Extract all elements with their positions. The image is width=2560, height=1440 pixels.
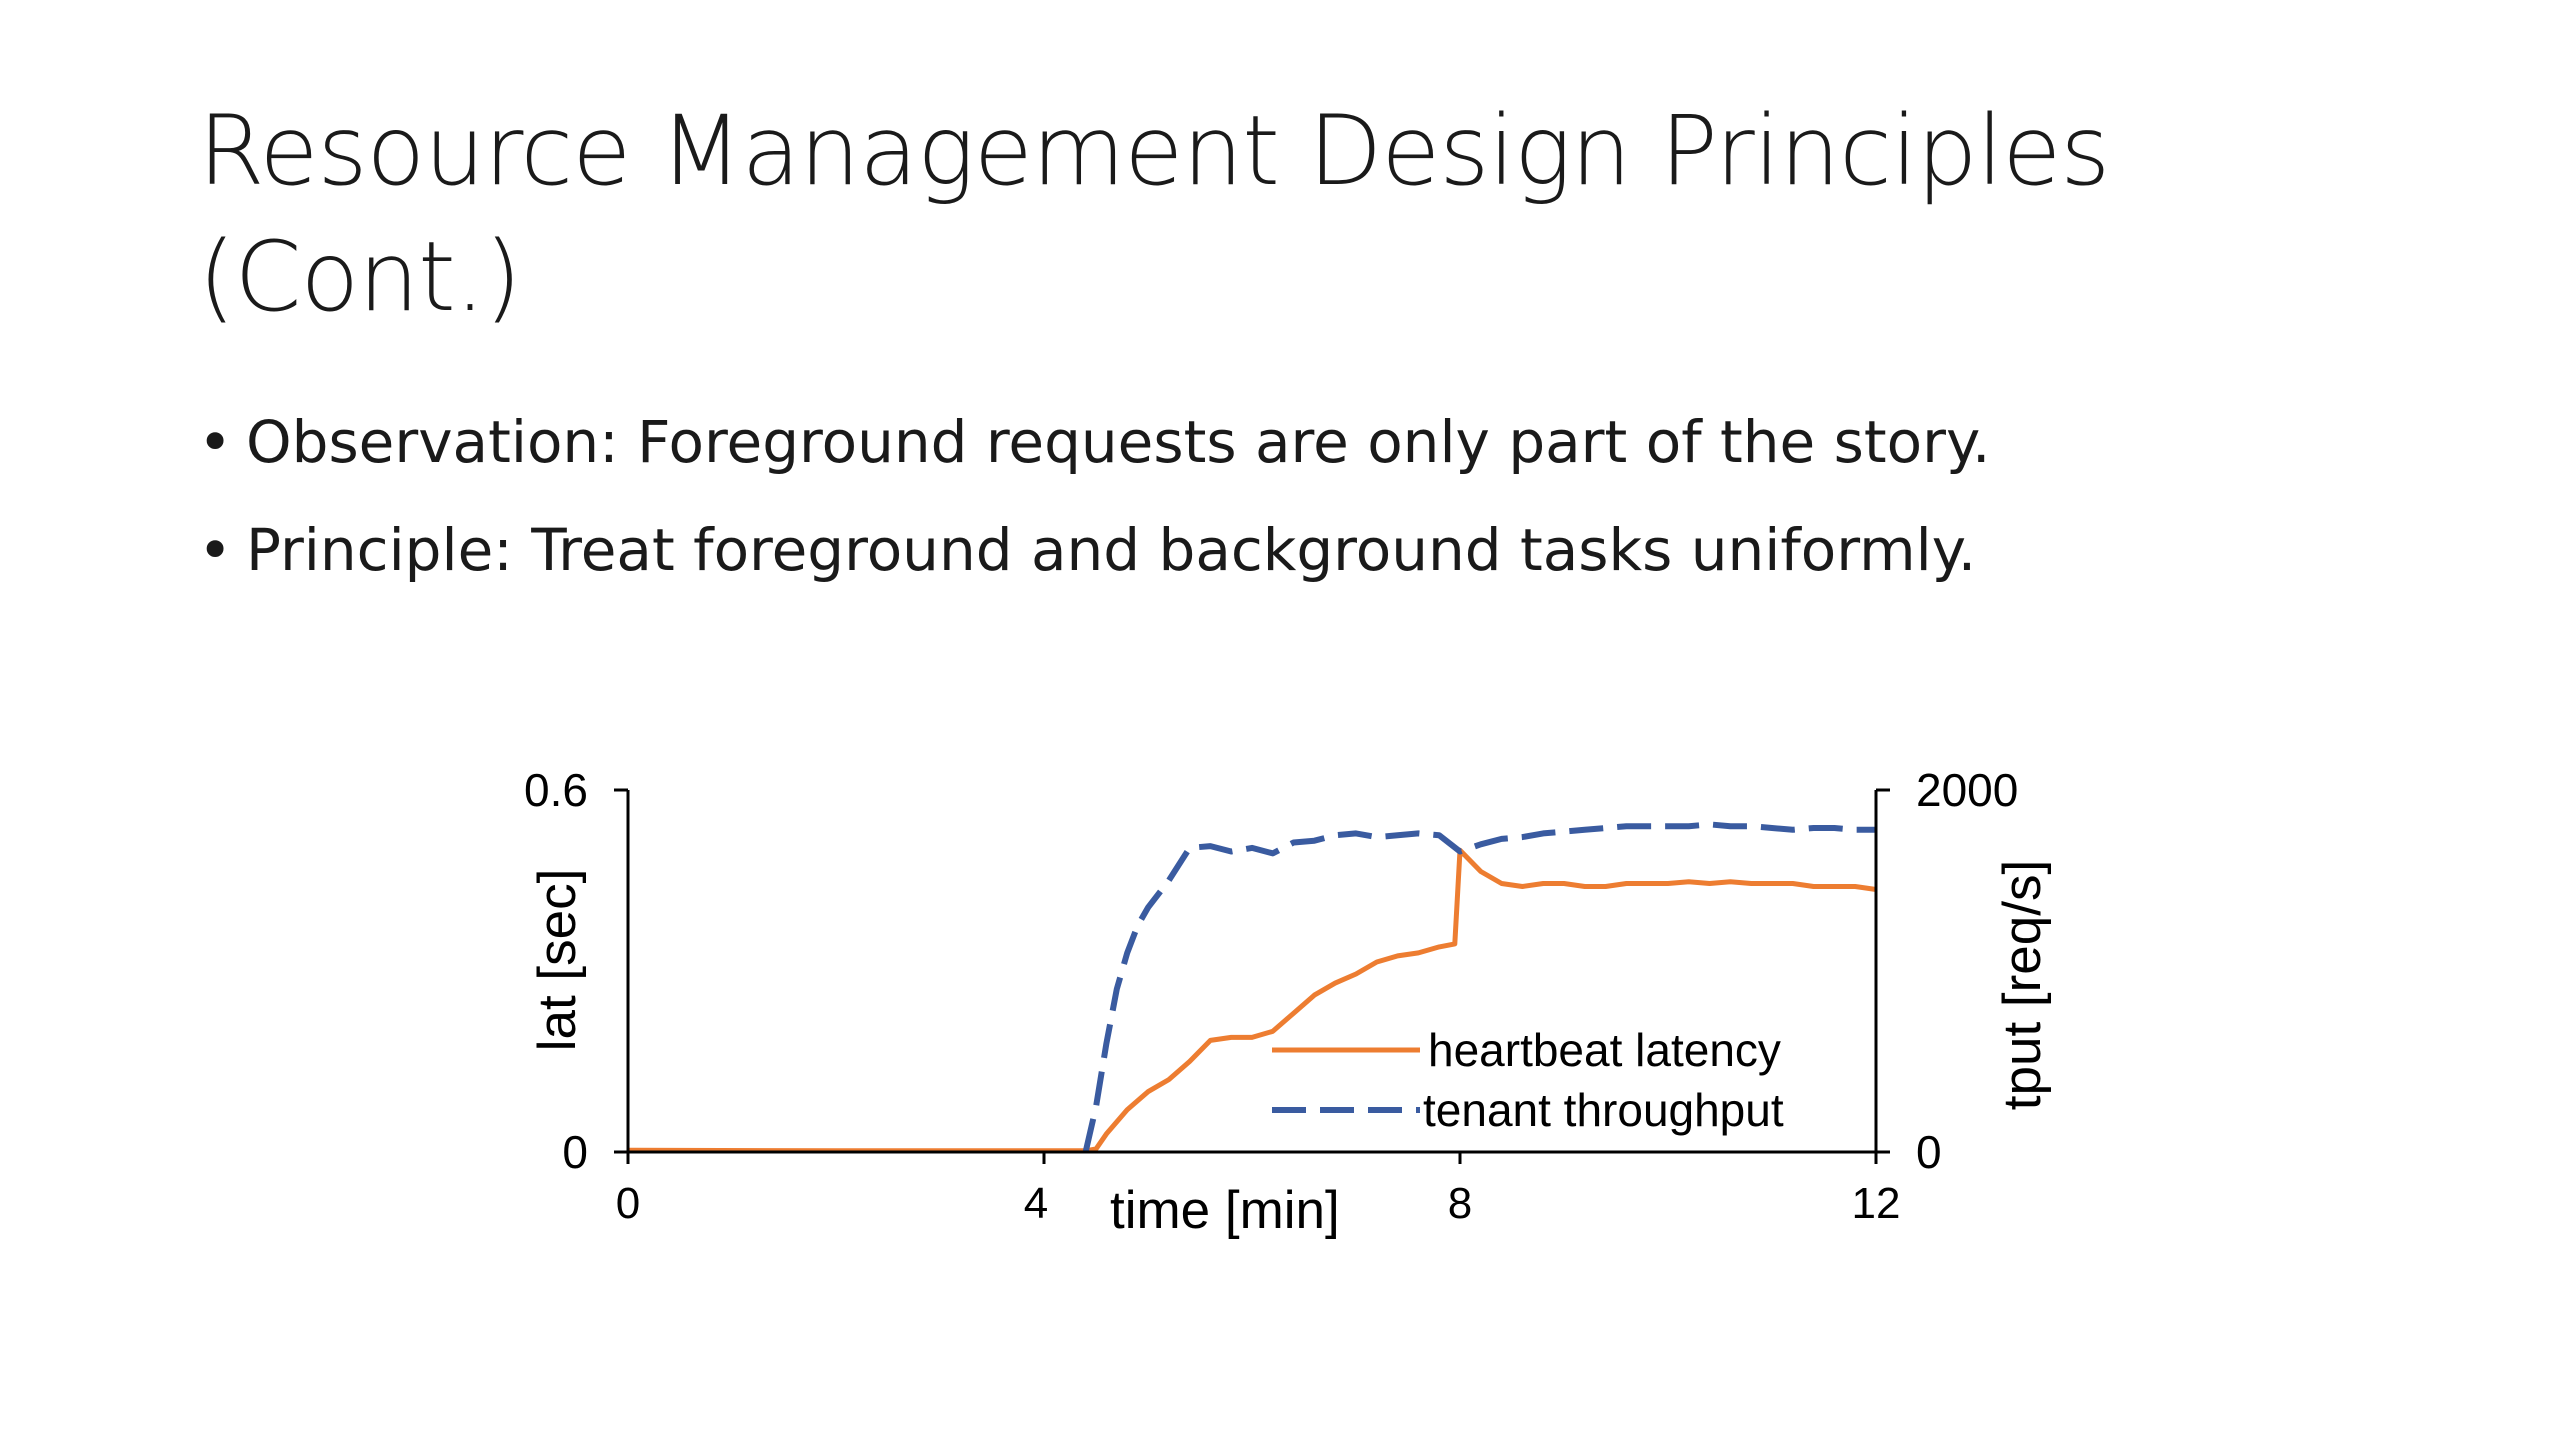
slide-title-line-2: (Cont.) xyxy=(198,221,522,333)
y-ticks: 0 0.6 0 2000 xyxy=(524,764,2018,1178)
right-y-tick-label: 2000 xyxy=(1916,764,2018,816)
bullet-principle: Principle: Treat foreground and backgrou… xyxy=(198,496,2398,604)
x-ticks: 0 4 8 12 xyxy=(616,1152,1901,1228)
bullet-list: Observation: Foreground requests are onl… xyxy=(198,388,2398,604)
right-y-tick-label: 0 xyxy=(1916,1126,1942,1178)
chart-legend: heartbeat latency tenant throughput xyxy=(1272,1024,1784,1136)
legend-label-tenant-throughput: tenant throughput xyxy=(1423,1084,1784,1136)
right-y-axis-label: tput [req/s] xyxy=(1993,860,2052,1110)
left-y-axis-label: lat [sec] xyxy=(528,869,587,1052)
x-tick-label: 4 xyxy=(1024,1179,1048,1228)
slide-title-line-1: Resource Management Design Principles xyxy=(198,95,2110,207)
series-line-tenant-throughput xyxy=(1082,821,1876,1153)
left-y-tick-label: 0.6 xyxy=(524,764,588,816)
slide-title: Resource Management Design Principles (C… xyxy=(198,88,2398,340)
legend-label-heartbeat-latency: heartbeat latency xyxy=(1428,1024,1781,1076)
series-line-heartbeat-latency xyxy=(627,847,1877,1154)
x-tick-label: 8 xyxy=(1448,1179,1472,1228)
left-y-tick-label: 0 xyxy=(562,1126,588,1178)
x-tick-label: 12 xyxy=(1852,1179,1901,1228)
x-axis-label: time [min] xyxy=(1110,1181,1340,1240)
x-tick-label: 0 xyxy=(616,1179,640,1228)
chart-series-group xyxy=(627,821,1877,1154)
bullet-observation: Observation: Foreground requests are onl… xyxy=(198,388,2398,496)
